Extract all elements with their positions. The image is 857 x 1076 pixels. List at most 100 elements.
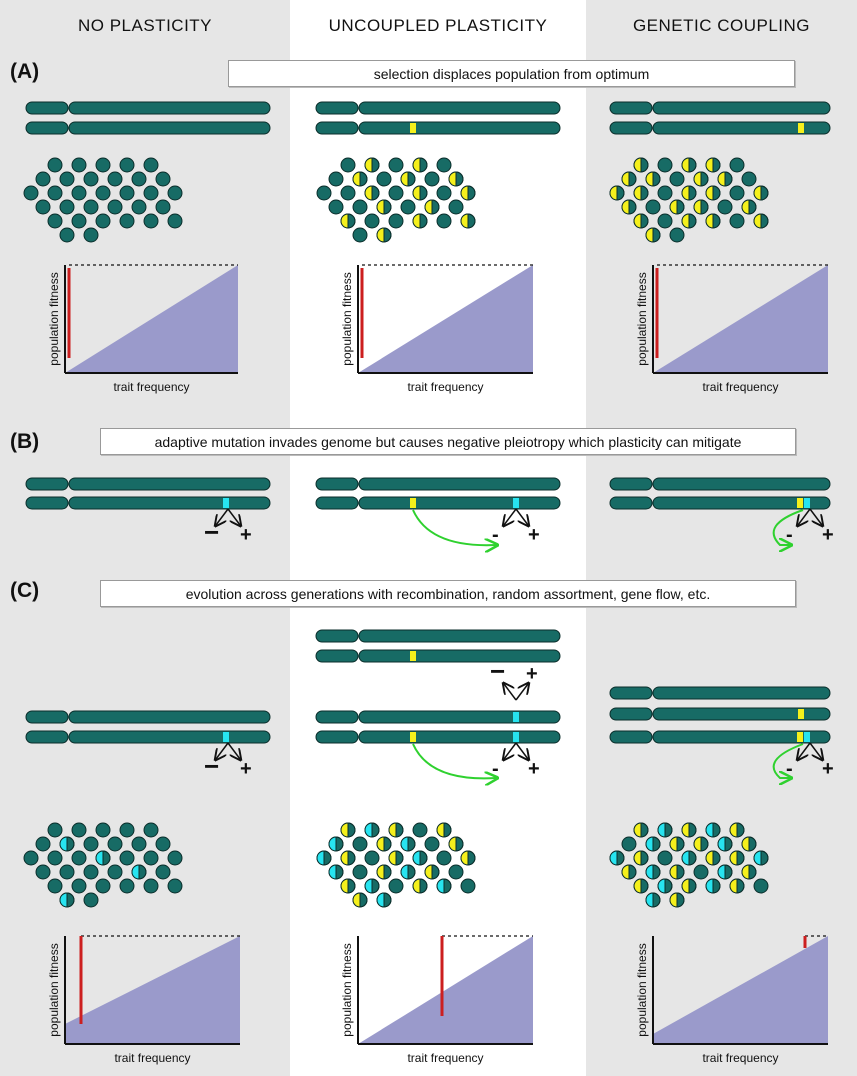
chromosome-icon (315, 496, 561, 510)
cell-half (401, 172, 408, 186)
chromosome-icon (25, 710, 271, 724)
branch-arrow-icon (216, 742, 229, 759)
branch-arrow-icon (216, 508, 229, 525)
cell-outline (645, 171, 661, 187)
cell-icon (364, 878, 380, 894)
cell-body (119, 850, 135, 866)
y-axis-label: population fitness (340, 272, 354, 365)
cell-body (352, 864, 368, 880)
cell-icon (412, 822, 428, 838)
cell-body (352, 199, 368, 215)
cell-outline (448, 836, 464, 852)
cell-body (71, 157, 87, 173)
cell-icon (388, 822, 404, 838)
cell-outline (352, 171, 368, 187)
cell-body (119, 878, 135, 894)
cell-outline (376, 892, 392, 908)
chromosome-icon (25, 496, 271, 510)
chromosome-arm-short (609, 496, 653, 510)
cell-outline (412, 157, 428, 173)
cell-icon (633, 185, 649, 201)
cell-body (59, 171, 75, 187)
column-title: NO PLASTICITY (77, 16, 213, 35)
cell-body (47, 850, 63, 866)
cell-outline (645, 227, 661, 243)
cell-icon (705, 213, 721, 229)
x-axis-label: trait frequency (407, 380, 483, 394)
cell-half (413, 186, 420, 200)
chromosome-icon (25, 121, 271, 135)
minus-sign: - (786, 758, 793, 780)
cell-outline (448, 171, 464, 187)
cell-half (646, 865, 653, 879)
cell-outline (400, 864, 416, 880)
cell-outline (729, 850, 745, 866)
cell-outline (633, 878, 649, 894)
cell-icon (436, 822, 452, 838)
cell-icon (143, 850, 159, 866)
x-axis-label: trait frequency (702, 380, 778, 394)
cell-half (365, 879, 372, 893)
cell-body (59, 199, 75, 215)
cell-outline (340, 850, 356, 866)
cell-outline (753, 213, 769, 229)
cell-body (645, 199, 661, 215)
adaptive-allele (513, 498, 519, 508)
cell-body (448, 199, 464, 215)
cell-icon (448, 864, 464, 880)
chromosome-arm-short (25, 121, 69, 135)
cell-half (449, 172, 456, 186)
cell-body (155, 864, 171, 880)
cell-body (71, 850, 87, 866)
chromosome-arm-long (358, 477, 561, 491)
cell-outline (59, 892, 75, 908)
cell-icon (609, 185, 625, 201)
cell-icon (412, 157, 428, 173)
cell-icon (95, 822, 111, 838)
cell-icon (460, 850, 476, 866)
cell-icon (412, 185, 428, 201)
cell-icon (412, 878, 428, 894)
minus-sign: - (786, 524, 793, 546)
cell-icon (388, 850, 404, 866)
fitness-plot: population fitness trait frequency (47, 935, 240, 1065)
cell-outline (131, 864, 147, 880)
cell-outline (352, 892, 368, 908)
cell-half (437, 823, 444, 837)
cell-body (352, 836, 368, 852)
cell-outline (753, 185, 769, 201)
chromosome-arm-short (315, 101, 359, 115)
cell-icon (753, 213, 769, 229)
fitness-area (653, 265, 828, 373)
cell-half (670, 200, 677, 214)
cell-half (622, 172, 629, 186)
cell-half (341, 214, 348, 228)
y-axis-label: population fitness (635, 272, 649, 365)
cell-half (646, 837, 653, 851)
cell-body (436, 850, 452, 866)
cell-icon (131, 199, 147, 215)
cell-icon (47, 157, 63, 173)
cell-body (741, 171, 757, 187)
cell-icon (681, 213, 697, 229)
cell-outline (95, 850, 111, 866)
cell-icon (681, 850, 697, 866)
cell-half (706, 158, 713, 172)
column-title: UNCOUPLED PLASTICITY (328, 16, 548, 35)
cell-outline (412, 213, 428, 229)
column-genetic-coupling: GENETIC COUPLING (586, 0, 857, 1076)
cell-icon (436, 157, 452, 173)
cell-half (634, 823, 641, 837)
cell-icon (436, 185, 452, 201)
minus-sign: - (492, 758, 499, 780)
chromosome-arm-short (25, 101, 69, 115)
cell-outline (633, 213, 649, 229)
cell-half (694, 172, 701, 186)
chromosome-icon (609, 707, 831, 721)
cell-outline (328, 836, 344, 852)
cell-icon (352, 227, 368, 243)
cell-icon (316, 185, 332, 201)
cell-outline (681, 878, 697, 894)
cell-half (622, 865, 629, 879)
chromosome-arm-short (315, 121, 359, 135)
